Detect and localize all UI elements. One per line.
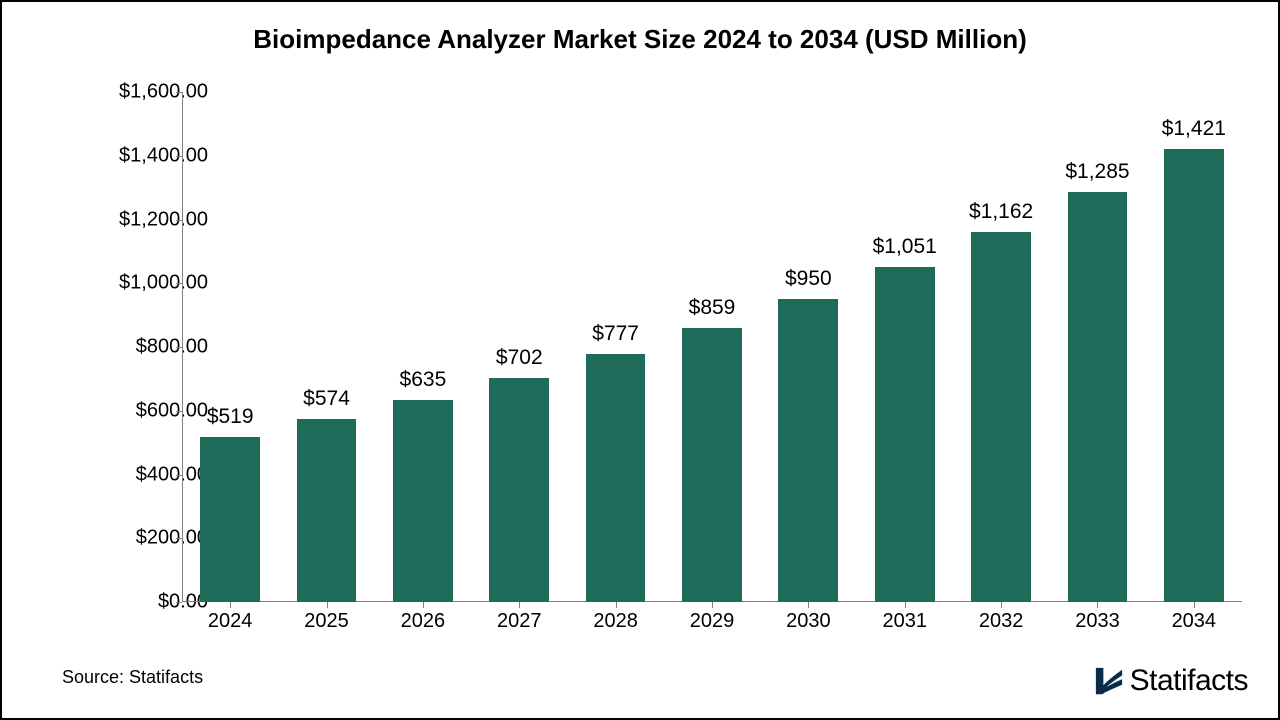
x-tick-mark	[230, 602, 231, 608]
x-tick-label: 2028	[593, 610, 638, 633]
bar	[297, 419, 357, 602]
y-tick-mark	[176, 538, 182, 539]
bar	[586, 354, 646, 602]
x-tick-mark	[519, 602, 520, 608]
x-tick-label: 2029	[690, 610, 735, 633]
bar	[200, 437, 260, 602]
y-tick-mark	[176, 475, 182, 476]
bar-value-label: $859	[689, 296, 736, 320]
x-tick-mark	[1097, 602, 1098, 608]
y-tick-mark	[176, 347, 182, 348]
y-tick-mark	[176, 411, 182, 412]
y-axis-line	[182, 92, 183, 602]
x-tick-mark	[1001, 602, 1002, 608]
x-tick-mark	[1194, 602, 1195, 608]
source-text: Source: Statifacts	[62, 667, 203, 688]
x-tick-label: 2034	[1172, 610, 1217, 633]
y-tick-mark	[176, 602, 182, 603]
bar	[393, 400, 453, 602]
bar	[875, 267, 935, 602]
bar-value-label: $519	[207, 405, 254, 429]
bar	[682, 328, 742, 602]
x-tick-label: 2033	[1075, 610, 1120, 633]
bar	[489, 378, 549, 602]
bar-value-label: $702	[496, 346, 543, 370]
bar-value-label: $1,421	[1162, 117, 1226, 141]
x-tick-mark	[905, 602, 906, 608]
x-tick-label: 2031	[882, 610, 927, 633]
x-tick-label: 2024	[208, 610, 253, 633]
bar-value-label: $574	[303, 387, 350, 411]
bar	[1164, 149, 1224, 602]
x-tick-label: 2032	[979, 610, 1024, 633]
y-tick-mark	[176, 283, 182, 284]
x-tick-label: 2027	[497, 610, 542, 633]
x-tick-mark	[423, 602, 424, 608]
y-tick-mark	[176, 156, 182, 157]
x-tick-label: 2030	[786, 610, 831, 633]
x-tick-mark	[616, 602, 617, 608]
brand-name: Statifacts	[1130, 664, 1248, 698]
x-tick-mark	[808, 602, 809, 608]
x-tick-label: 2026	[401, 610, 446, 633]
bar	[778, 299, 838, 602]
bar-value-label: $1,285	[1065, 160, 1129, 184]
x-tick-mark	[712, 602, 713, 608]
bar-value-label: $777	[592, 322, 639, 346]
brand-icon	[1094, 666, 1124, 696]
y-tick-mark	[176, 220, 182, 221]
bar-value-label: $950	[785, 267, 832, 291]
brand-logo: Statifacts	[1094, 664, 1248, 698]
x-tick-label: 2025	[304, 610, 349, 633]
bar-value-label: $1,162	[969, 200, 1033, 224]
bar	[971, 232, 1031, 602]
bar	[1068, 192, 1128, 602]
y-tick-mark	[176, 92, 182, 93]
chart-frame: Bioimpedance Analyzer Market Size 2024 t…	[0, 0, 1280, 720]
bar-value-label: $635	[400, 368, 447, 392]
plot-area: $519 $574 $635 $702 $777 $859 $950 $1,051 $1,162…	[182, 92, 1242, 602]
chart-title: Bioimpedance Analyzer Market Size 2024 t…	[2, 24, 1278, 55]
bar-value-label: $1,051	[873, 235, 937, 259]
x-tick-mark	[327, 602, 328, 608]
